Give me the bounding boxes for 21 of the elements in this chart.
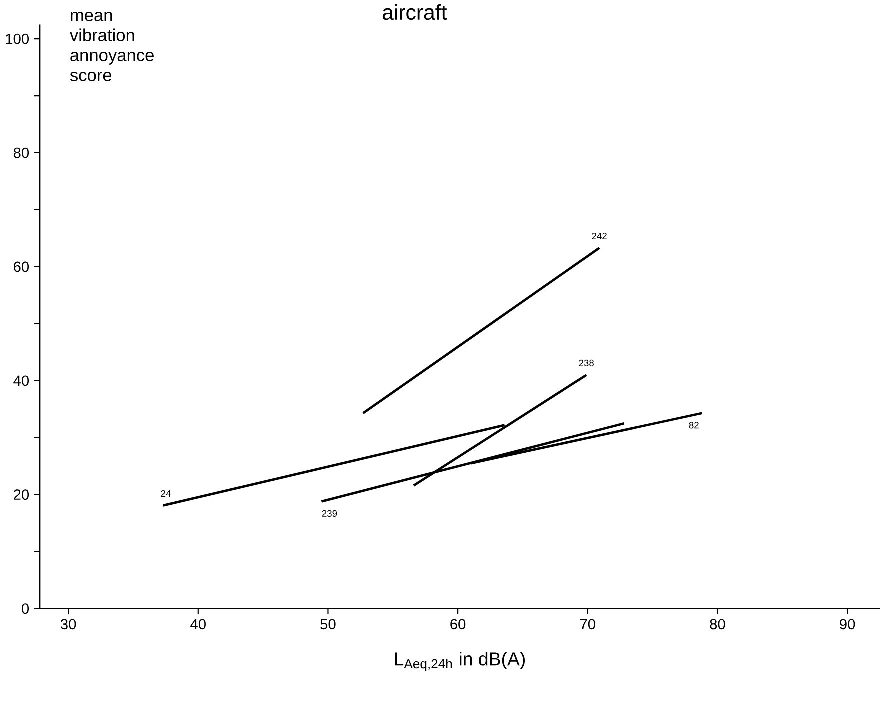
series-label: 24: [161, 490, 171, 498]
y-tick-label: 80: [14, 148, 30, 158]
x-tick-label: 70: [580, 619, 596, 630]
series-label: 242: [592, 233, 607, 240]
x-tick-label: 90: [840, 619, 856, 630]
x-tick-label: 40: [190, 619, 206, 630]
series-label: 239: [322, 510, 338, 518]
y-axis-title: mean vibration annoyance score: [70, 12, 154, 82]
y-tick-label: 20: [14, 490, 30, 500]
y-tick-label: 40: [14, 376, 30, 386]
y-tick-label: 60: [14, 262, 30, 272]
x-tick-label: 50: [320, 619, 336, 630]
x-tick-label: 30: [60, 619, 76, 630]
y-tick-label: 0: [22, 604, 30, 614]
x-tick-label: 60: [450, 619, 466, 630]
x-axis-title: L$_{Aeq,24h}$ in dB(A): [395, 652, 525, 672]
y-tick-label: 100: [6, 34, 30, 44]
x-tick-label: 80: [710, 619, 726, 630]
series-label: 82: [689, 422, 699, 429]
chart-title: aircraft: [382, 4, 448, 20]
series-label: 238: [579, 360, 594, 367]
